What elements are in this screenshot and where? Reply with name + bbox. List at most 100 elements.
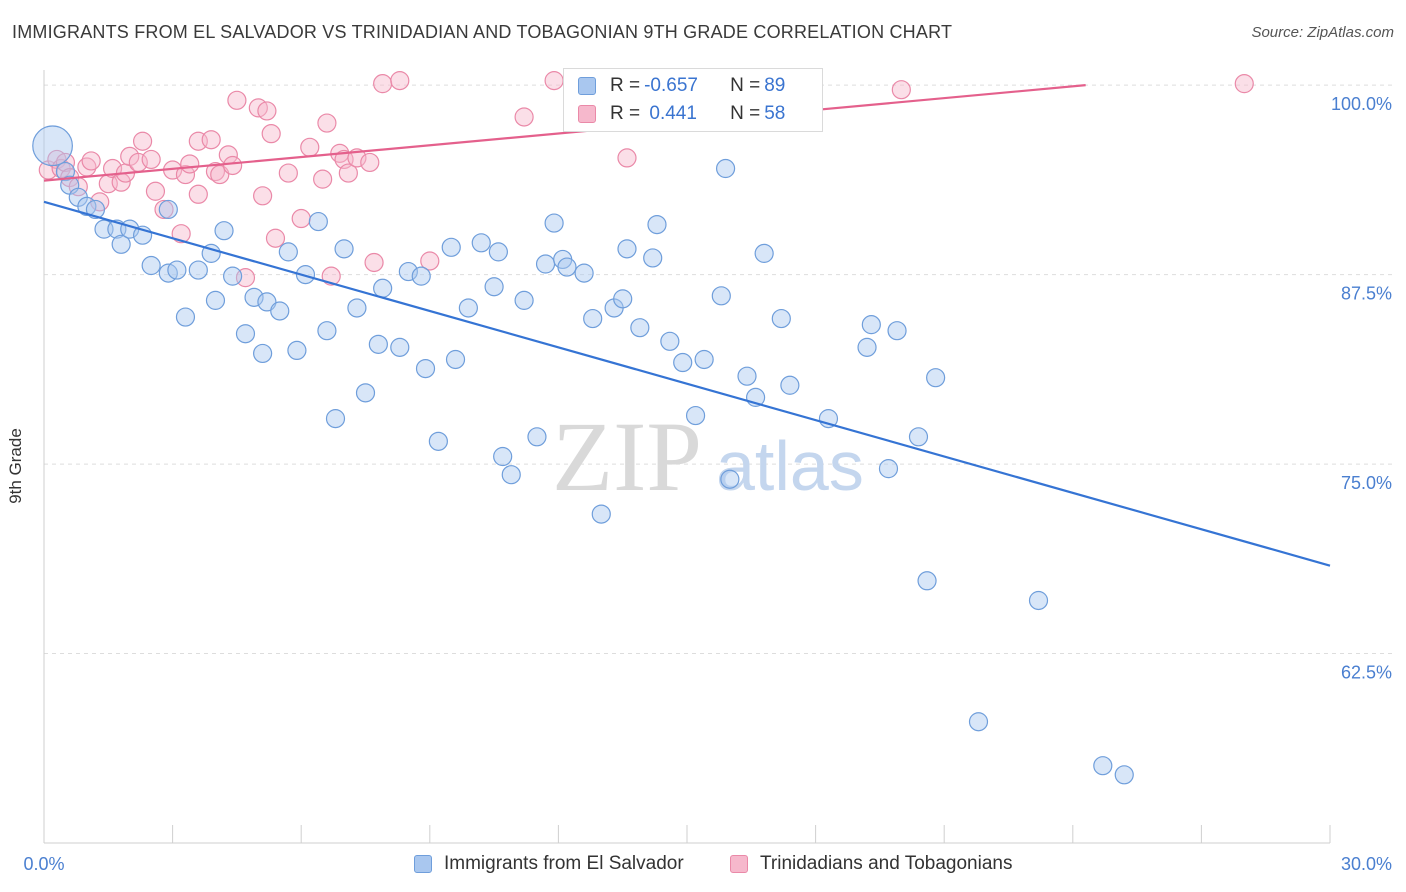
- data-point: [544, 71, 564, 91]
- data-point: [754, 243, 774, 263]
- data-point: [1093, 756, 1113, 776]
- legend-swatch-blue: [578, 77, 596, 95]
- axes: [43, 70, 1331, 844]
- data-point: [235, 324, 256, 344]
- data-point: [253, 186, 273, 206]
- legend-swatch-blue: [414, 855, 432, 873]
- data-point: [373, 74, 393, 94]
- data-point: [488, 242, 508, 262]
- data-point: [85, 199, 106, 220]
- data-point: [1114, 765, 1134, 785]
- data-point: [325, 409, 346, 429]
- data-point: [201, 130, 221, 150]
- data-point: [574, 263, 594, 283]
- y-tick-label: 100.0%: [1331, 94, 1392, 114]
- legend-label-el-salvador: Immigrants from El Salvador: [444, 853, 684, 874]
- x-tick-label-min: 0.0%: [23, 854, 64, 874]
- data-point: [484, 277, 504, 297]
- data-point: [878, 459, 899, 479]
- data-point: [368, 334, 388, 354]
- trend-lines: [43, 84, 1331, 567]
- legend-r-value: -0.657: [644, 75, 698, 96]
- data-point: [338, 163, 358, 183]
- data-point: [613, 289, 633, 309]
- legend-n-label: N =: [730, 103, 761, 124]
- y-tick-label: 62.5%: [1341, 663, 1392, 683]
- legend-r-label: R =: [610, 103, 641, 124]
- legend-n-label: N =: [730, 75, 761, 96]
- data-point: [321, 266, 341, 286]
- data-point: [313, 169, 333, 189]
- data-point: [308, 211, 328, 232]
- data-point: [428, 431, 448, 451]
- legend-n-value: 58: [764, 103, 786, 124]
- data-point: [175, 164, 196, 185]
- data-point: [295, 265, 316, 285]
- data-point: [415, 358, 436, 379]
- legend-r-value: 0.441: [644, 103, 697, 124]
- trend-line-el-salvador: [43, 200, 1331, 567]
- legend-swatch-pink: [578, 105, 596, 123]
- data-point: [1234, 74, 1254, 94]
- data-point: [32, 125, 73, 167]
- trend-line-trinidadians: [43, 84, 1086, 182]
- legend-row-el-salvador: R = -0.657 N = 89: [578, 72, 785, 100]
- tick-labels: 100.0% 87.5% 75.0% 62.5% 0.0% 30.0%: [23, 94, 1392, 874]
- data-point: [780, 375, 800, 395]
- data-point: [557, 257, 577, 277]
- watermark: ZIP atlas: [552, 401, 864, 512]
- data-point: [270, 301, 290, 321]
- data-point: [917, 571, 937, 591]
- data-point: [223, 266, 243, 286]
- legend-item-el-salvador: Immigrants from El Salvador: [414, 850, 684, 878]
- data-point: [544, 213, 564, 233]
- data-point: [364, 252, 384, 273]
- data-point: [111, 234, 131, 254]
- source-attribution: Source: ZipAtlas.com: [1251, 24, 1394, 41]
- data-point: [673, 352, 693, 373]
- data-point: [132, 131, 153, 151]
- data-point: [458, 298, 478, 318]
- data-point: [347, 298, 367, 318]
- data-point: [715, 158, 736, 179]
- data-point: [420, 251, 440, 271]
- data-point: [141, 255, 161, 276]
- data-point: [411, 266, 431, 286]
- legend-row-trinidadians: R = 0.441 N = 58: [578, 100, 785, 128]
- data-point: [647, 215, 667, 235]
- data-point: [278, 242, 298, 262]
- data-point: [145, 181, 166, 201]
- data-point: [141, 149, 161, 170]
- data-point: [171, 224, 191, 244]
- data-point: [630, 318, 650, 338]
- data-point: [154, 199, 174, 220]
- data-point: [317, 321, 337, 341]
- data-point: [643, 248, 663, 268]
- data-point: [317, 113, 337, 133]
- data-point: [398, 261, 418, 282]
- watermark-atlas: atlas: [716, 427, 864, 505]
- data-point: [287, 340, 307, 361]
- data-point: [390, 71, 410, 91]
- data-point: [373, 278, 393, 298]
- data-point: [514, 107, 534, 127]
- data-point: [360, 152, 380, 173]
- data-point: [1028, 590, 1049, 611]
- data-point: [591, 504, 611, 524]
- data-point: [908, 427, 929, 447]
- data-point: [278, 163, 298, 183]
- series-el-salvador-points: [32, 125, 1134, 785]
- data-point: [441, 237, 461, 257]
- data-point: [334, 239, 354, 259]
- data-point: [968, 712, 989, 732]
- legend-swatch-pink: [730, 855, 748, 873]
- data-point: [493, 446, 513, 467]
- y-tick-label: 87.5%: [1341, 284, 1392, 304]
- data-point: [617, 148, 637, 168]
- data-point: [253, 343, 273, 364]
- data-point: [535, 254, 556, 274]
- data-point: [887, 321, 907, 341]
- data-point: [771, 308, 791, 329]
- data-point: [355, 383, 376, 403]
